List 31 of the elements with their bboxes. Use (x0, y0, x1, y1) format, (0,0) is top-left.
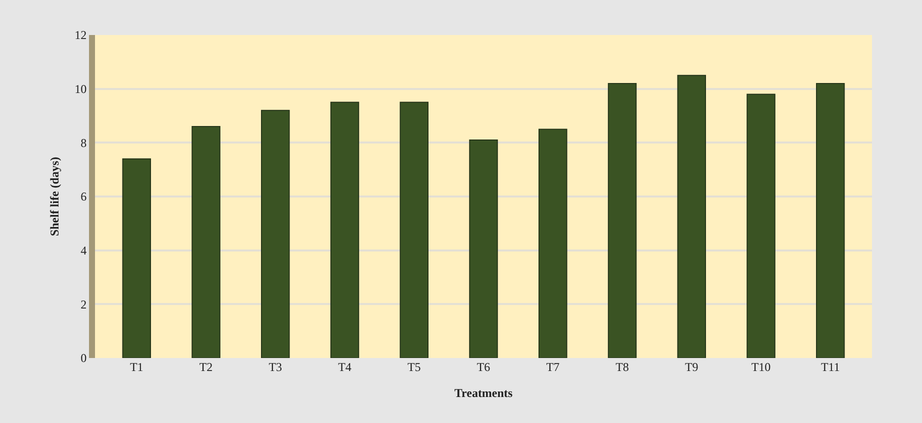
x-tick-label: T2 (199, 360, 213, 374)
y-tick-label: 0 (80, 351, 87, 366)
x-tick-label: T6 (476, 360, 490, 374)
y-tick-label: 4 (80, 244, 87, 258)
x-tick-label: T4 (338, 360, 352, 374)
bar (122, 158, 151, 358)
x-tick-label: T10 (751, 360, 771, 374)
x-tick-label: T9 (684, 360, 698, 374)
x-axis-title: Treatments (454, 386, 513, 400)
x-tick-label: T1 (130, 360, 144, 374)
y-tick-label: 10 (74, 82, 87, 96)
y-tick-label: 12 (74, 28, 87, 42)
bar (608, 82, 637, 358)
x-tick-label: T11 (820, 360, 840, 374)
x-tick-label: T5 (407, 360, 421, 374)
bar (677, 74, 706, 358)
bar (192, 126, 220, 358)
bar (746, 94, 776, 358)
y-tick-label: 6 (80, 190, 87, 204)
x-tick-label: T3 (268, 360, 282, 374)
bar (261, 110, 290, 358)
y-tick-label: 8 (80, 136, 87, 150)
x-tick-label: T7 (546, 360, 560, 374)
bar (469, 139, 498, 358)
y-tick-label: 2 (80, 297, 87, 312)
y-axis-title: Shelf life (days) (47, 156, 62, 236)
x-tick-label: T8 (616, 360, 629, 374)
bar (400, 102, 428, 358)
bar (816, 82, 845, 358)
bar (538, 128, 568, 358)
bar (330, 102, 360, 358)
